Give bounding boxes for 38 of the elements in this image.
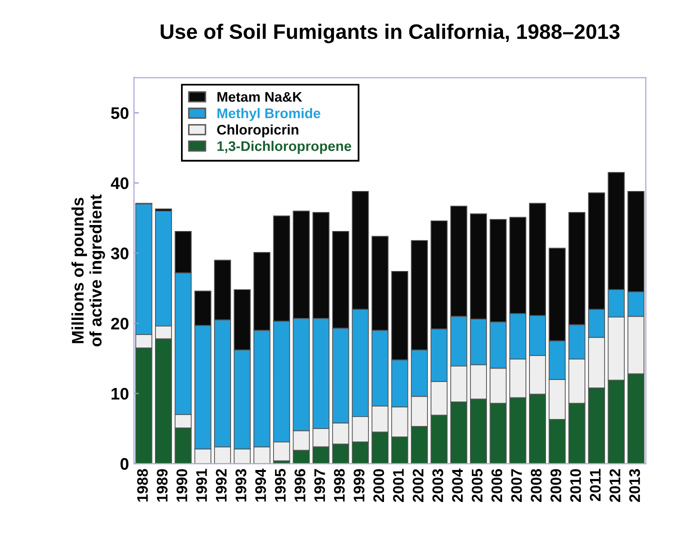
x-tick-label: 1996 — [294, 469, 306, 502]
x-tick-label: 1994 — [255, 468, 266, 502]
x-tick-label: 1999 — [354, 469, 364, 502]
y-tick-label: 50 — [111, 107, 128, 120]
x-tick-label: 1993 — [236, 469, 246, 502]
x-tick-label: 1992 — [216, 469, 227, 502]
x-tick-label: 1991 — [196, 468, 207, 502]
x-tick-label: 1990 — [176, 469, 188, 502]
y-tick-label: 0 — [120, 458, 128, 470]
x-tick-label: 2013 — [629, 469, 640, 502]
legend-label: Metam Na&K — [218, 92, 302, 102]
y-axis-title: Millions of pounds of active ingredient — [71, 194, 106, 346]
x-tick-label: 2004 — [452, 468, 463, 502]
x-tick-label: 2007 — [511, 469, 522, 502]
legend-label: Methyl Bromide — [218, 108, 320, 121]
x-tick-label: 1988 — [137, 468, 148, 502]
x-tick-label: 2012 — [610, 469, 620, 502]
y-tick-label: 10 — [112, 388, 128, 400]
x-tick-label: 2002 — [412, 469, 424, 502]
x-tick-label: 2000 — [373, 469, 384, 502]
x-tick-label: 1995 — [274, 468, 286, 502]
x-tick-label: 1998 — [334, 468, 345, 502]
x-tick-label: 2006 — [491, 469, 502, 502]
x-tick-label: 1997 — [314, 469, 326, 502]
x-tick-label: 2011 — [590, 468, 601, 502]
y-tick-label: 20 — [111, 318, 128, 330]
y-tick-label: 40 — [110, 177, 128, 190]
x-tick-label: 2001 — [393, 468, 404, 502]
x-tick-label: 2009 — [550, 469, 562, 502]
y-tick-label: 30 — [110, 248, 128, 260]
legend-label: 1,3-Dichloropropene — [217, 140, 352, 154]
x-tick-label: 1989 — [156, 469, 168, 502]
x-tick-label: 2005 — [472, 468, 483, 502]
x-tick-label: 2008 — [530, 468, 542, 502]
chart-title: Use of Soil Fumigants in California, 1988–2013 — [160, 24, 620, 44]
legend-label: Chloropicrin — [217, 124, 298, 138]
x-tick-label: 2003 — [432, 469, 444, 502]
x-tick-label: 2010 — [570, 469, 581, 502]
